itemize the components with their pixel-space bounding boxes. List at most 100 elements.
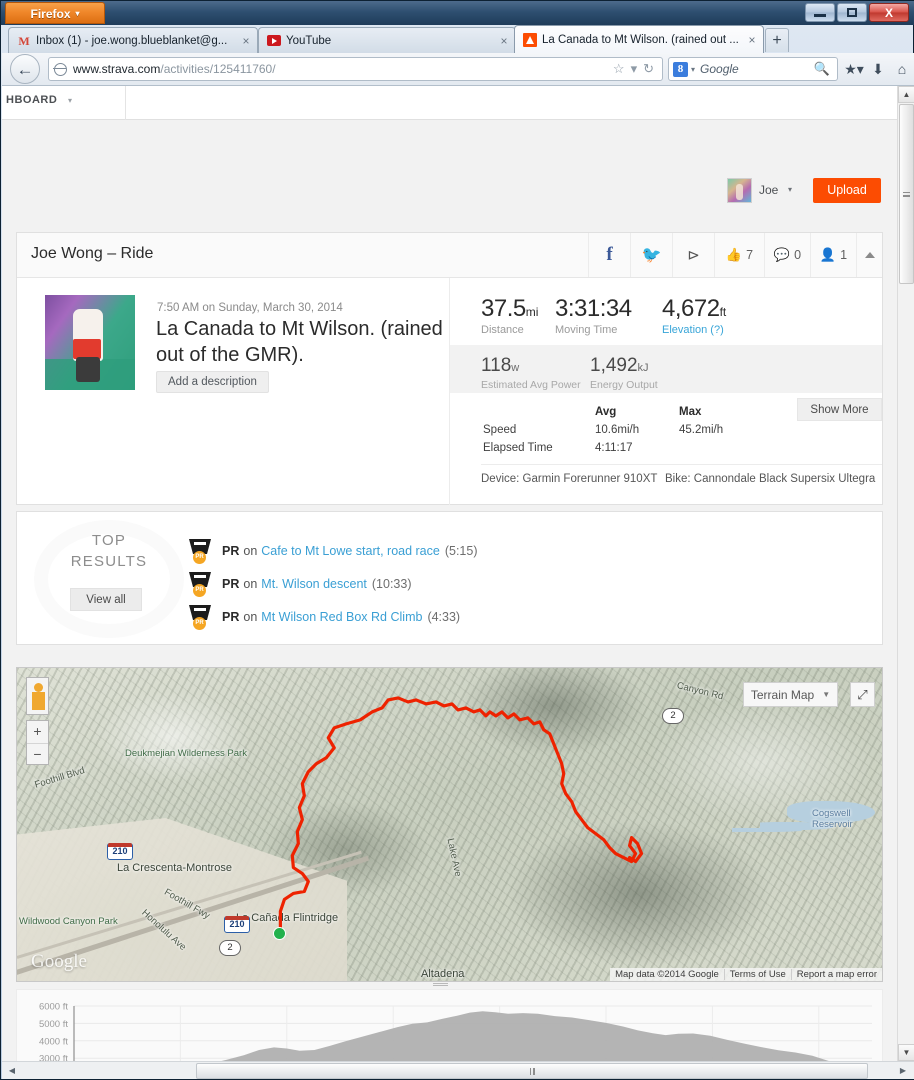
scroll-right-button[interactable]: ▶ (899, 1066, 907, 1075)
reload-icon[interactable]: ↻ (643, 61, 654, 76)
tab-close-icon[interactable]: × (500, 33, 508, 48)
chevron-down-icon: ▾ (75, 9, 80, 18)
firefox-menu-button[interactable]: Firefox ▾ (5, 2, 105, 24)
pegman-icon[interactable] (26, 677, 49, 715)
vertical-scrollbar[interactable]: ▲ ▼ (897, 86, 914, 1061)
share-button[interactable]: ⊳ (672, 233, 714, 277)
activity-card: Joe Wong – Ride f 🐦 ⊳ 👍 7 💬 0 👤 1 7:50 AM o… (16, 232, 883, 505)
activity-card-header: Joe Wong – Ride f 🐦 ⊳ 👍 7 💬 0 👤 1 (17, 233, 882, 278)
divider (481, 464, 882, 465)
search-icon[interactable]: 🔍 (813, 61, 830, 76)
stat-unit: ft (719, 305, 727, 319)
scroll-left-button[interactable]: ◀ (8, 1066, 16, 1075)
chevron-down-icon[interactable]: ▾ (788, 185, 793, 194)
device-label: Device: Garmin Forerunner 910XT (481, 473, 658, 485)
chevron-down-icon[interactable]: ▾ (68, 96, 73, 105)
zoom-out-button[interactable]: − (33, 746, 42, 762)
comment-count[interactable]: 💬 0 (764, 233, 810, 277)
map-resize-handle[interactable] (433, 983, 448, 986)
map-type-selector[interactable]: Terrain Map ▼ (743, 682, 838, 707)
table-header-row: Avg Max (483, 404, 849, 420)
pr-on: on (243, 609, 258, 624)
bike-label: Bike: Cannondale Black Supersix Ultegra (665, 473, 876, 485)
scroll-up-button[interactable]: ▲ (898, 86, 914, 103)
collapse-button[interactable] (856, 233, 882, 277)
upload-button[interactable]: Upload (813, 178, 881, 203)
map-route-shield: 2 (662, 708, 684, 724)
close-button[interactable]: X (869, 3, 909, 22)
terms-link[interactable]: Terms of Use (723, 969, 791, 980)
route-polyline (278, 696, 644, 935)
stat-avg-power: 118w Estimated Avg Power (481, 355, 581, 391)
stat-distance: 37.5mi Distance (481, 295, 538, 336)
scroll-down-button[interactable]: ▼ (898, 1044, 914, 1061)
photo-legs (76, 357, 100, 382)
facebook-share-button[interactable]: f (588, 233, 630, 277)
pr-badge-text: PR (193, 583, 206, 597)
segment-time: (4:33) (427, 609, 461, 624)
athlete-value: 1 (840, 248, 848, 262)
chevron-down-icon[interactable]: ▾ (630, 61, 638, 76)
divider (27, 743, 48, 744)
maximize-button[interactable] (837, 3, 867, 22)
map-type-label: Terrain Map (750, 687, 815, 702)
add-description-button[interactable]: Add a description (156, 371, 269, 393)
avatar[interactable] (727, 178, 752, 203)
map-zoom-control[interactable]: + − (26, 720, 49, 765)
facebook-icon: f (606, 244, 613, 265)
nav-dashboard[interactable]: HBOARD (6, 94, 58, 106)
map-route-shield: 2 (219, 940, 241, 956)
pr-label: PR (222, 609, 240, 624)
bookmark-star-icon[interactable]: ☆ (612, 61, 625, 76)
result-row[interactable]: PR PR on Mt. Wilson descent (10:33) (187, 569, 411, 598)
segment-link[interactable]: Mt Wilson Red Box Rd Climb (261, 609, 423, 624)
twitter-share-button[interactable]: 🐦 (630, 233, 672, 277)
stat-label-link[interactable]: Elevation (?) (662, 324, 724, 336)
athlete-count[interactable]: 👤 1 (810, 233, 856, 277)
result-row[interactable]: PR PR on Cafe to Mt Lowe start, road rac… (187, 536, 478, 565)
segment-link[interactable]: Cafe to Mt Lowe start, road race (261, 543, 440, 558)
activity-photo[interactable] (45, 295, 135, 390)
chevron-down-icon[interactable]: ▾ (691, 64, 696, 74)
user-menu-label[interactable]: Joe (759, 183, 779, 197)
search-input[interactable]: Google (700, 62, 739, 76)
zoom-in-button[interactable]: + (33, 723, 42, 739)
view-all-button[interactable]: View all (70, 588, 142, 611)
row-avg: 10.6mi/h (595, 424, 640, 436)
tab-close-icon[interactable]: × (242, 33, 250, 48)
minimize-button[interactable] (805, 3, 835, 22)
browser-tab-gmail[interactable]: M Inbox (1) - joe.wong.blueblanket@g... … (8, 27, 258, 53)
home-button[interactable]: ⌂ (890, 61, 914, 77)
horizontal-scrollbar-thumb[interactable] (196, 1063, 868, 1079)
tab-close-icon[interactable]: × (748, 32, 756, 47)
fullscreen-button[interactable]: ⤢ (850, 682, 875, 707)
url-bar[interactable]: www.strava.com/activities/125411760/ ☆ ▾… (48, 57, 663, 81)
back-button[interactable]: ← (10, 54, 40, 84)
browser-tab-strava[interactable]: La Canada to Mt Wilson. (rained out ... … (514, 25, 764, 53)
map-highway-shield: 210 (107, 843, 133, 860)
bookmarks-button[interactable]: ★▾ (844, 60, 864, 77)
stat-moving-time: 3:31:34 Moving Time (555, 295, 632, 336)
horizontal-scrollbar[interactable]: ◀ ▶ (2, 1061, 914, 1079)
comment-icon: 💬 (773, 247, 791, 262)
activity-map[interactable]: Deukmejian Wilderness Park Foothill Blvd L… (16, 667, 883, 982)
report-error-link[interactable]: Report a map error (790, 969, 882, 980)
downloads-button[interactable]: ⬇ (866, 61, 890, 78)
result-row[interactable]: PR PR on Mt Wilson Red Box Rd Climb (4:3… (187, 602, 460, 631)
vertical-scrollbar-thumb[interactable] (899, 104, 914, 284)
photo-bib (73, 339, 101, 359)
show-more-button[interactable]: Show More (797, 398, 882, 421)
map-label: La Cañada Flintridge (236, 912, 339, 924)
activity-summary-right: 37.5mi Distance 3:31:34 Moving Time 4,67… (449, 278, 882, 505)
search-bar[interactable]: 8 ▾ Google 🔍 (668, 57, 838, 81)
browser-tab-youtube[interactable]: YouTube × (258, 27, 516, 53)
stat-unit: mi (525, 305, 539, 319)
kudos-count[interactable]: 👍 7 (714, 233, 764, 277)
segment-link[interactable]: Mt. Wilson descent (261, 576, 367, 591)
new-tab-button[interactable]: + (765, 28, 789, 52)
stat-value: 4,672 (662, 295, 720, 322)
activity-title[interactable]: La Canada to Mt Wilson. (rained out of t… (156, 318, 443, 366)
